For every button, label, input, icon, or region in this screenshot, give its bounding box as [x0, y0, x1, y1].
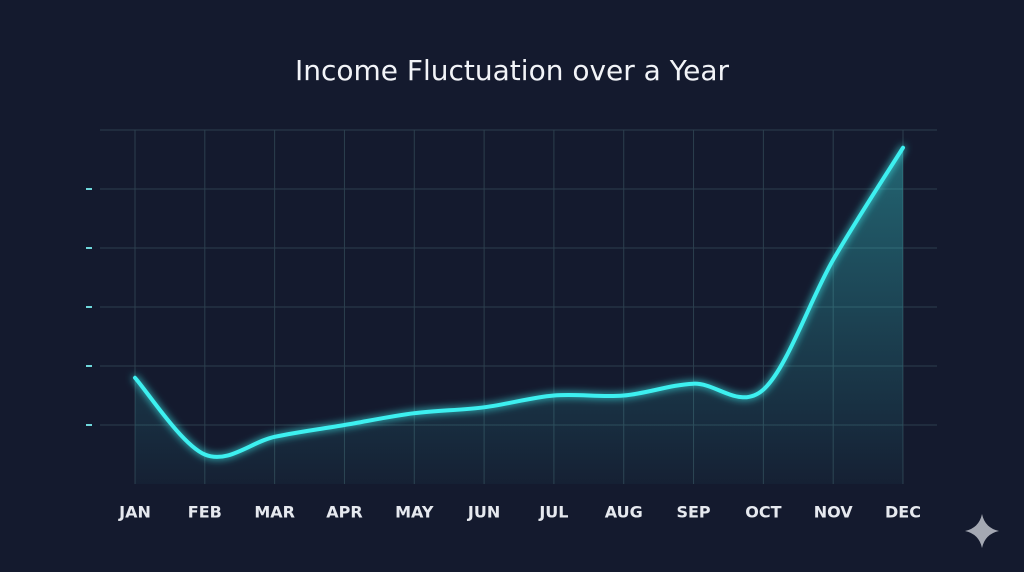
x-tick-label: DEC — [885, 503, 921, 522]
area-fill — [135, 147, 903, 484]
x-tick-label: AUG — [605, 503, 643, 522]
chart-title: Income Fluctuation over a Year — [295, 54, 730, 87]
x-tick-label: JUL — [538, 503, 568, 522]
x-tick-label: SEP — [676, 503, 710, 522]
x-tick-label: JUN — [467, 503, 500, 522]
x-tick-label: MAR — [254, 503, 295, 522]
x-tick-label: FEB — [188, 503, 222, 522]
x-tick-label: MAY — [395, 503, 434, 522]
x-tick-label: NOV — [814, 503, 854, 522]
x-tick-label: OCT — [745, 503, 781, 522]
line — [133, 145, 905, 459]
sparkle-icon — [965, 514, 999, 548]
x-tick-label: JAN — [118, 503, 151, 522]
x-tick-label: APR — [326, 503, 362, 522]
